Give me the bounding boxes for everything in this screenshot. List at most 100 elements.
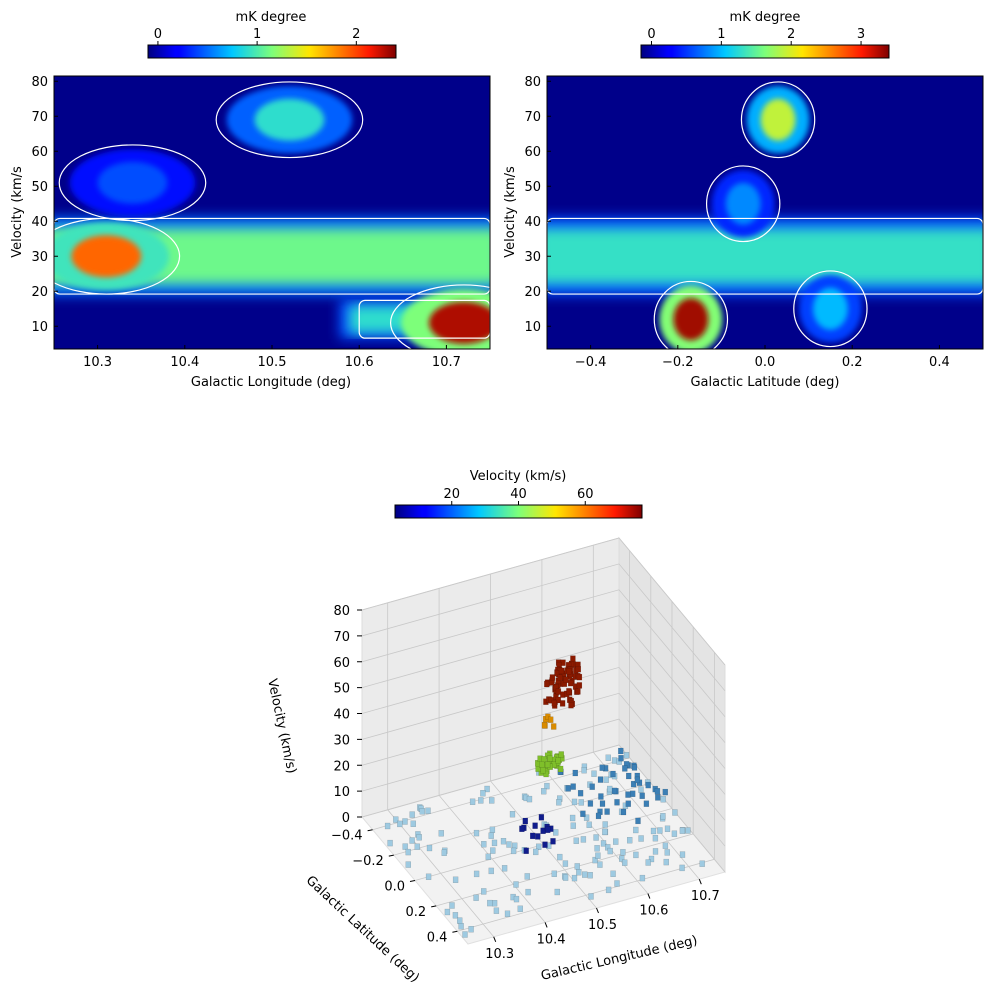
3d-voxel <box>577 790 584 797</box>
3d-voxel <box>551 870 557 877</box>
3d-voxel <box>586 821 592 828</box>
3d-voxel <box>589 783 595 790</box>
bv-colorbar-label: mK degree <box>730 10 801 25</box>
3d-voxel <box>538 814 545 821</box>
3d-voxels <box>384 655 705 938</box>
3d-voxel <box>568 702 574 709</box>
bv-y-tick-label: 40 <box>524 215 541 230</box>
3d-voxel <box>626 772 632 780</box>
3d-gridline <box>361 718 726 847</box>
lv-colorbar-tick-label: 2 <box>352 27 360 42</box>
3d-voxel <box>557 674 563 681</box>
3d-voxel <box>542 841 548 848</box>
lv-colorbar-tick-label: 0 <box>154 27 162 42</box>
3d-voxel <box>685 827 691 834</box>
3d-voxel <box>569 814 576 822</box>
3d-voxel <box>554 888 560 896</box>
3d-voxel <box>657 827 663 834</box>
3d-voxel <box>555 696 561 704</box>
3d-voxel <box>565 785 571 792</box>
3d-voxel <box>452 876 459 883</box>
3d-voxel <box>532 822 538 829</box>
3d-voxel <box>581 767 587 774</box>
3d-voxel <box>570 655 576 662</box>
bv-emission-band <box>547 228 983 285</box>
3d-voxel <box>550 838 556 845</box>
3d-voxel <box>556 799 562 806</box>
3d-voxel <box>652 848 659 855</box>
3d-z-tick-label: 60 <box>333 656 350 671</box>
3d-voxel <box>551 699 557 707</box>
3d-voxel <box>473 870 480 878</box>
3d-voxel <box>662 842 669 849</box>
bv-contour-line <box>653 280 729 349</box>
3d-voxel <box>553 829 559 836</box>
3d-voxel <box>582 871 588 878</box>
3d-voxel <box>510 847 517 855</box>
3d-voxel <box>489 797 495 804</box>
lv-colorbar: mK degree 0 1 2 <box>147 10 397 59</box>
bv-x-axis-label: Galactic Latitude (deg) <box>690 375 839 390</box>
3d-colorbar-tick-label: 60 <box>577 487 594 502</box>
lv-x-tick-label: 10.6 <box>345 355 374 370</box>
3d-y-tick <box>409 880 416 882</box>
3d-voxel <box>458 923 464 930</box>
bv-emission-blob <box>812 287 848 330</box>
bv-emission-image <box>547 86 983 349</box>
3d-voxel <box>541 722 548 729</box>
3d-y-tick-label: 0.2 <box>406 905 427 920</box>
bv-heatmap-panel: mK degree 0 1 2 3 −0.4 −0.2 0.0 0.2 0.4 10 20 30 40… <box>503 10 984 390</box>
3d-axes-ticks: 10.3 10.4 10.5 10.6 10.7 −0.4 −0.20.00.20.4 0 10… <box>331 604 720 962</box>
bv-emission-blob <box>673 298 709 341</box>
lv-heatmap-panel: mK degree 0 1 2 10.3 10.4 10.5 10.6 10.7 10 20 30… <box>10 10 491 390</box>
3d-voxel <box>555 757 561 764</box>
lv-y-tick-label: 20 <box>31 285 48 300</box>
3d-voxel <box>603 776 609 783</box>
3d-voxel <box>488 832 494 839</box>
3d-voxel <box>598 793 604 800</box>
3d-voxel <box>549 674 556 681</box>
bv-colorbar-tick-label: 3 <box>857 27 865 42</box>
3d-voxel <box>630 790 636 797</box>
lv-emission-blob <box>428 301 490 344</box>
lv-y-axis-label: Velocity (km/s <box>10 166 25 258</box>
3d-voxel <box>491 900 498 907</box>
3d-voxel <box>607 785 613 793</box>
lv-colorbar-gradient <box>147 44 397 59</box>
3d-voxel <box>578 799 584 806</box>
3d-voxel <box>535 833 541 840</box>
3d-voxel <box>548 716 554 723</box>
lv-emission-image <box>54 86 490 349</box>
3d-voxel <box>416 834 422 841</box>
3d-axes-panes <box>361 536 726 945</box>
lv-y-tick-label: 40 <box>31 215 48 230</box>
3d-voxel <box>654 788 661 795</box>
bv-contour-line <box>740 81 816 159</box>
3d-voxel <box>602 821 608 828</box>
bv-contour-line <box>547 217 983 295</box>
lv-contours <box>54 81 490 349</box>
3d-z-tick-label: 40 <box>333 708 350 723</box>
3d-voxel <box>660 796 666 803</box>
3d-voxel <box>539 761 545 768</box>
3d-voxel <box>664 825 671 832</box>
3d-voxel <box>473 894 479 901</box>
3d-voxel <box>610 770 616 778</box>
3d-voxel <box>393 816 399 823</box>
3d-y-tick-label: 0.4 <box>427 930 448 945</box>
3d-voxel <box>543 770 549 778</box>
bv-colorbar-tick-label: 1 <box>717 27 725 42</box>
3d-y-tick <box>431 905 437 908</box>
3d-voxel <box>575 666 581 673</box>
lv-contour-line <box>54 217 490 295</box>
3d-voxel <box>501 865 508 872</box>
3d-colorbar-tick-label: 20 <box>443 487 460 502</box>
3d-voxel <box>662 788 668 796</box>
3d-voxel <box>599 800 606 807</box>
3d-voxel <box>530 832 536 840</box>
bv-y-tick-label: 20 <box>524 285 541 300</box>
3d-x-tick <box>647 893 651 899</box>
3d-z-tick-label: 30 <box>333 733 350 748</box>
bv-y-tick-label: 30 <box>524 250 541 265</box>
3d-y-tick <box>367 829 373 832</box>
